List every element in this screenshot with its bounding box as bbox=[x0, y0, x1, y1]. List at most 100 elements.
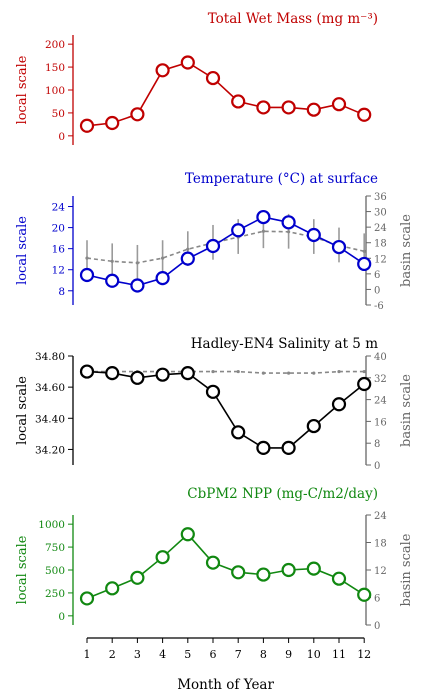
local-series-point bbox=[205, 555, 221, 570]
local-series-point bbox=[155, 63, 170, 78]
local-series-point bbox=[79, 118, 95, 133]
local-series-point bbox=[331, 239, 347, 255]
basin-series-point bbox=[287, 230, 291, 234]
local-series-point bbox=[130, 370, 145, 385]
local-series-point bbox=[256, 567, 271, 582]
local-series-point bbox=[357, 376, 372, 392]
local-series-point bbox=[155, 271, 170, 286]
local-series-point bbox=[79, 267, 95, 283]
local-series-point bbox=[256, 100, 271, 115]
local-series-point bbox=[231, 223, 246, 238]
local-series-line bbox=[86, 61, 365, 127]
chart-title: Hadley-EN4 Salinity at 5 m bbox=[191, 336, 378, 352]
local-series-point bbox=[180, 251, 195, 266]
y-axis-label-right: basin scale bbox=[399, 533, 414, 606]
local-series-point bbox=[331, 397, 347, 412]
local-series-point bbox=[231, 425, 246, 440]
y-tick-label-right: 18 bbox=[374, 539, 387, 550]
basin-series-point bbox=[135, 261, 139, 265]
y-tick-label-left: 24 bbox=[52, 202, 66, 214]
y-tick-label-right: 12 bbox=[374, 566, 387, 577]
local-series-point bbox=[79, 364, 95, 379]
x-tick-label: 8 bbox=[260, 648, 267, 661]
y-tick-label-left: 0 bbox=[58, 611, 65, 623]
x-tick-label: 4 bbox=[159, 648, 166, 661]
local-series-point bbox=[105, 115, 120, 131]
y-tick-label-right: 8 bbox=[374, 439, 380, 450]
x-tick-label: 1 bbox=[84, 648, 91, 661]
y-tick-label-left: 150 bbox=[45, 62, 65, 74]
y-tick-label-left: 750 bbox=[45, 542, 65, 554]
local-series-point bbox=[306, 227, 321, 243]
local-series-point bbox=[357, 587, 372, 602]
y-tick-label-right: 6 bbox=[374, 594, 380, 605]
local-series-line bbox=[86, 370, 365, 449]
local-series-point bbox=[281, 440, 296, 455]
y-tick-label-left: 34.60 bbox=[35, 382, 65, 394]
local-series-point bbox=[231, 94, 246, 109]
basin-series-line bbox=[87, 370, 365, 374]
local-series-point bbox=[205, 384, 221, 399]
chart-title: CbPM2 NPP (mg-C/m2/day) bbox=[187, 486, 378, 502]
local-series-point bbox=[331, 571, 347, 586]
local-series-line bbox=[86, 216, 365, 287]
local-series-point bbox=[105, 273, 120, 288]
chart-title: Temperature (°C) at surface bbox=[185, 171, 378, 187]
y-axis-label-right: basin scale bbox=[399, 214, 414, 287]
basin-series-point bbox=[236, 369, 240, 374]
y-tick-label-right: 18 bbox=[374, 239, 387, 250]
basin-series-point bbox=[161, 256, 165, 260]
local-series-point bbox=[306, 561, 321, 576]
y-tick-label-left: 50 bbox=[52, 108, 65, 120]
local-series-point bbox=[231, 565, 246, 580]
local-series-point bbox=[155, 550, 170, 565]
local-series-point bbox=[155, 367, 170, 382]
x-tick-label: 9 bbox=[285, 648, 292, 661]
basin-series-point bbox=[287, 371, 291, 375]
basin-series-point bbox=[261, 229, 265, 233]
basin-series-point bbox=[110, 259, 114, 263]
y-tick-label-right: 30 bbox=[374, 208, 387, 219]
basin-series-point bbox=[337, 369, 341, 374]
local-series-point bbox=[130, 278, 145, 293]
x-tick-label: 7 bbox=[235, 648, 242, 661]
x-tick-label: 6 bbox=[210, 648, 217, 661]
y-axis-label-left: local scale bbox=[15, 376, 30, 445]
y-tick-label-left: 250 bbox=[45, 588, 65, 600]
chart-panel-3: Hadley-EN4 Salinity at 5 m 34.20 34.40 34.6… bbox=[15, 336, 414, 472]
local-series-point bbox=[130, 107, 145, 122]
y-tick-label-left: 100 bbox=[45, 85, 65, 97]
y-tick-label-right: 36 bbox=[374, 192, 387, 203]
x-tick-label: 5 bbox=[184, 648, 191, 661]
local-series-point bbox=[105, 366, 120, 381]
basin-series-point bbox=[261, 371, 265, 375]
y-tick-label-left: 500 bbox=[45, 565, 65, 577]
local-series-point bbox=[331, 97, 347, 112]
x-axis-label: Month of Year bbox=[177, 677, 274, 693]
local-series-point bbox=[130, 570, 145, 585]
y-tick-label-left: 20 bbox=[52, 223, 65, 235]
x-tick-label: 2 bbox=[109, 648, 116, 661]
y-tick-label-left: 34.20 bbox=[35, 444, 65, 456]
y-tick-label-right: 0 bbox=[374, 461, 380, 472]
local-series-point bbox=[256, 209, 271, 225]
y-tick-label-right: 24 bbox=[374, 396, 387, 407]
local-series-point bbox=[306, 102, 321, 117]
y-tick-label-right: -6 bbox=[374, 301, 384, 312]
x-tick-label: 11 bbox=[332, 648, 346, 661]
chart-panel-1: Total Wet Mass (mg m⁻³) 0 50 100 150 200 local… bbox=[15, 11, 378, 145]
y-tick-label-right: 40 bbox=[374, 352, 387, 363]
local-series-point bbox=[281, 100, 296, 115]
y-tick-label-right: 16 bbox=[374, 417, 387, 428]
y-tick-label-left: 200 bbox=[45, 39, 65, 51]
y-tick-label-left: 0 bbox=[58, 131, 65, 143]
local-series-point bbox=[256, 440, 271, 455]
y-tick-label-left: 8 bbox=[58, 286, 65, 298]
y-tick-label-right: 6 bbox=[374, 270, 380, 281]
x-tick-label: 12 bbox=[357, 648, 371, 661]
local-series-point bbox=[180, 55, 195, 70]
local-series-point bbox=[281, 215, 296, 230]
y-tick-label-left: 34.40 bbox=[35, 413, 65, 425]
local-series-point bbox=[205, 70, 221, 86]
